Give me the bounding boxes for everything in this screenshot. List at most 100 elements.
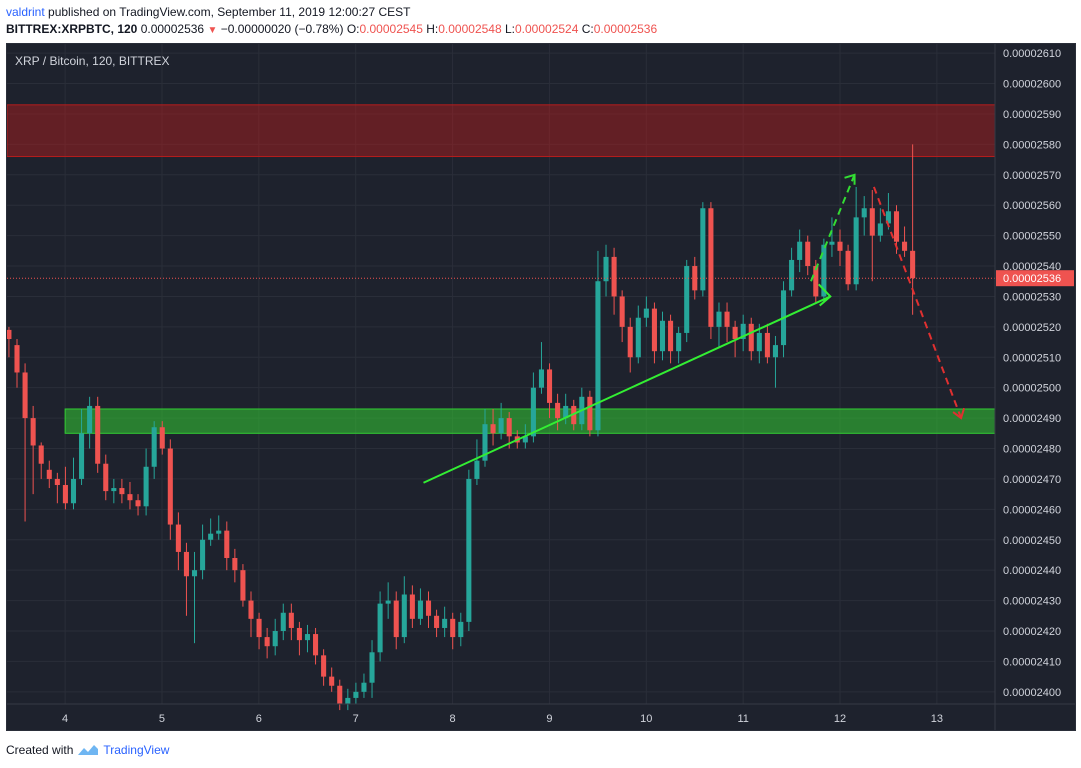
price-tick-label: 0.00002470 [1003,474,1061,486]
low-label: L: [504,22,515,36]
candle-body [458,621,464,638]
zones [7,104,996,434]
candle-body [127,494,133,501]
candle-body [813,266,819,297]
time-tick-label: 10 [640,713,652,725]
candle-body [183,551,189,577]
time-tick-label: 6 [256,713,262,725]
candle-body [700,208,706,291]
candle-body [70,478,77,504]
candle-body [708,208,714,327]
candle-body [280,612,286,632]
price-tick-label: 0.00002420 [1003,626,1061,638]
candle-body [627,326,633,358]
support-zone [64,408,996,434]
candle-body [450,618,456,638]
author-link[interactable]: valdrint [6,5,45,19]
candle-body [377,603,383,653]
candle-body [191,570,198,577]
candle-body [805,241,811,267]
candle-body [401,594,407,638]
candle-body [861,208,867,218]
candle-body [313,634,319,656]
candle-body [385,600,391,604]
candle-body [151,427,157,467]
candlestick-chart[interactable]: XRP / Bitcoin, 120, BITTREX 0.000024000.… [7,44,1075,730]
price-tick-label: 0.00002450 [1003,535,1061,547]
candle-body [111,488,117,492]
candle-body [547,369,553,403]
time-tick-label: 5 [159,713,165,725]
candle-body [337,685,343,704]
candle-body [361,682,367,692]
candle-body [538,369,545,388]
candle-body [135,500,141,507]
candle-body [304,634,311,641]
candle-body [434,615,440,628]
candle-body [756,332,762,352]
candle-body [409,594,415,619]
down-arrow-icon: ▼ [207,25,218,36]
candle-body [369,652,375,683]
price-change: −0.00000020 (−0.78%) [220,22,344,36]
candle-body [764,332,770,358]
candle-body [87,405,93,434]
time-tick-label: 11 [737,713,748,725]
time-tick-label: 13 [931,713,943,725]
candle-body [345,697,351,704]
candle-body [635,317,641,358]
candle-body [425,600,432,616]
candle-body [208,533,214,540]
candle-body [603,256,609,282]
price-tick-label: 0.00002550 [1003,231,1061,243]
time-tick-label: 7 [353,713,359,725]
last-price-badge [996,270,1074,287]
chart-panel[interactable]: XRP / Bitcoin, 120, BITTREX 0.00002400 0.… [6,43,1076,731]
symbol-label: BITTREX:XRPBTC, 120 [6,22,138,36]
candle-body [595,281,601,431]
candle-body [821,244,827,297]
candle-body [611,256,617,297]
candle-body [54,478,60,486]
price-tick-label: 0.00002430 [1003,596,1061,608]
price-tick-label: 0.00002540 [1003,261,1061,273]
candle-body [46,469,52,479]
candle-body [676,332,682,352]
candle-body [256,618,262,638]
candle-body [175,524,181,552]
candle-body [555,402,561,419]
tradingview-logo-icon [78,745,99,755]
tradingview-brand[interactable]: TradingView [103,743,170,757]
last-price-label: 0.00002536 [1003,273,1061,285]
candle-body [216,530,222,534]
publish-text: published on TradingView.com, September … [48,5,411,19]
resistance-zone [7,104,996,158]
price-tick-label: 0.00002530 [1003,291,1061,303]
chart-title: XRP / Bitcoin, 120, BITTREX [15,54,170,68]
projected-up-arrowhead [844,173,856,185]
candle-body [902,241,908,251]
candle-body [563,405,569,419]
candle-body [910,250,916,279]
candle-body [224,530,230,559]
candle-body [829,241,835,245]
candle-body [789,259,795,291]
candle-body [442,618,448,628]
publish-line: valdrint published on TradingView.com, S… [6,4,1076,21]
close-value: 0.00002536 [593,22,658,36]
high-label: H: [426,22,439,36]
price-tick-label: 0.00002580 [1003,139,1061,151]
candle-body [30,418,36,446]
time-tick-label: 4 [62,713,68,725]
candle-body [167,448,173,525]
open-label: O: [346,22,360,36]
candles [7,144,916,711]
candle-body [232,558,238,571]
candle-body [353,691,359,698]
candle-body [587,396,593,431]
candle-body [143,466,149,507]
last-price: 0.00002536 [140,22,205,36]
candle-body [740,323,746,340]
candle-body [22,372,28,419]
symbol-line: BITTREX:XRPBTC, 120 0.00002536 ▼ −0.0000… [6,21,1076,38]
